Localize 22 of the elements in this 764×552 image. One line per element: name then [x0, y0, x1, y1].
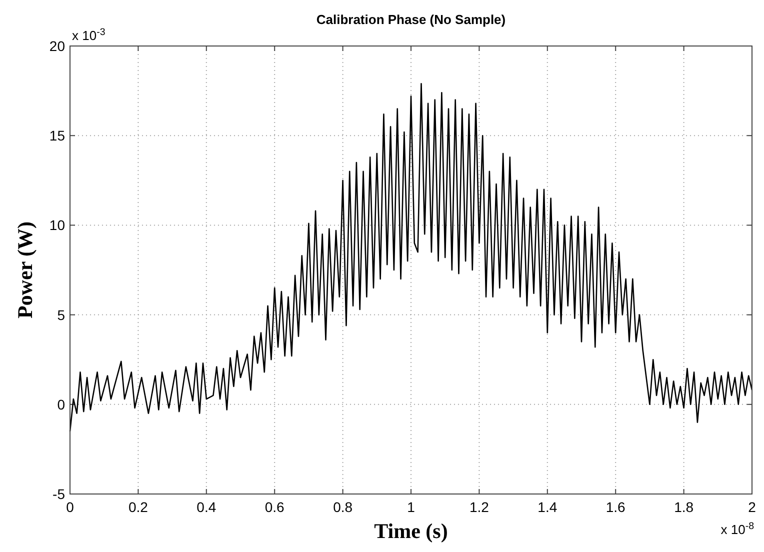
y-tick-label: 20: [49, 38, 66, 54]
text: x 10$^{-3}$: [72, 26, 106, 43]
x-tick-label: 0.6: [264, 499, 285, 515]
line-series: [69, 82, 753, 432]
x-tick-label: 0.2: [128, 499, 148, 515]
y-tick-label: 15: [49, 128, 66, 144]
x-tick-label: 1: [407, 499, 416, 515]
y-axis-title: Power (W): [13, 222, 37, 318]
x-tick-label: 2: [748, 499, 756, 515]
x-axis-title: Time (s): [374, 519, 448, 543]
x-tick-label: 0.4: [196, 499, 216, 515]
y-tick-label: -5: [52, 486, 66, 502]
text: x 10$^{-8}$: [720, 520, 754, 537]
x-tick-label: 1.2: [469, 499, 490, 515]
x-tick-label: 1.4: [538, 499, 558, 515]
y-tick-label: 0: [57, 396, 66, 412]
y-tick-label: 10: [49, 217, 66, 234]
x-tick-label: 1.8: [674, 499, 694, 515]
y-tick-label: 5: [57, 306, 66, 323]
x-tick-label: 1.6: [606, 499, 626, 515]
x-tick-label: 0.8: [333, 499, 353, 515]
chart-title: Calibration Phase (No Sample): [316, 12, 506, 27]
